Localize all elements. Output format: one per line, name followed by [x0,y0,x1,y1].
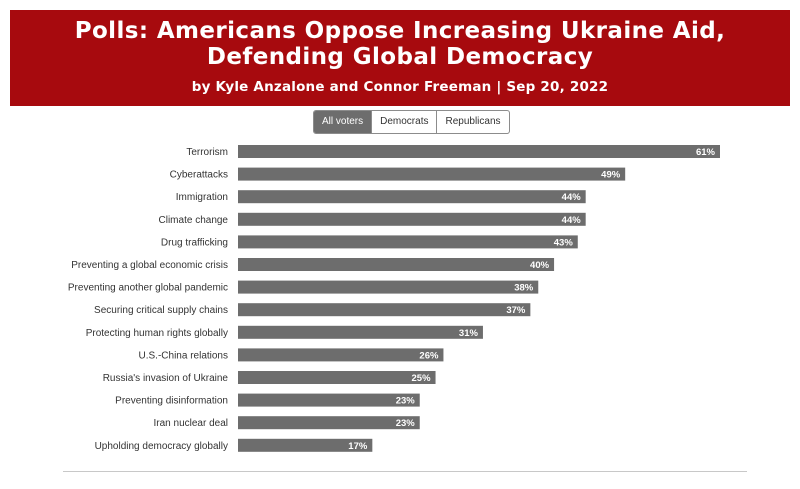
category-label: Immigration [176,192,228,203]
bar [238,258,555,271]
tab-all-voters[interactable]: All voters [314,111,372,133]
value-label: 38% [514,283,534,294]
category-label: Iran nuclear deal [154,418,229,429]
category-label: Terrorism [186,147,228,158]
category-label: Preventing another global pandemic [68,283,228,294]
category-label: Preventing a global economic crisis [71,260,228,271]
category-label: Preventing disinformation [115,396,228,407]
value-label: 44% [562,215,582,226]
bar [238,280,539,294]
category-label: Cyberattacks [170,170,228,181]
voter-group-tabs: All voters Democrats Republicans [313,110,510,134]
category-label: Russia's invasion of Ukraine [103,373,229,384]
bar-chart: Terrorism 61% Cyberattacks 49% Immigration 44… [68,145,720,452]
bar [238,438,373,452]
bar [238,190,586,204]
value-label: 17% [348,441,368,452]
tab-democrats[interactable]: Democrats [371,111,436,133]
bar [238,393,420,407]
bar [238,325,483,339]
bar [238,167,626,181]
category-label: U.S.-China relations [139,350,228,361]
bottom-divider [63,471,747,472]
value-label: 37% [506,305,526,316]
bar [238,371,436,384]
bar [238,303,531,317]
category-label: Upholding democracy globally [95,441,228,452]
value-label: 61% [696,147,716,158]
title-line-1: Polls: Americans Oppose Increasing Ukrai… [74,18,726,44]
tab-republicans[interactable]: Republicans [436,111,508,133]
category-label: Protecting human rights globally [86,328,228,339]
value-label: 23% [396,418,416,429]
chart-header: Polls: Americans Oppose Increasing Ukrai… [10,10,790,106]
value-label: 31% [459,328,479,339]
value-label: 25% [412,373,432,384]
value-label: 40% [530,260,550,271]
category-label: Securing critical supply chains [94,305,228,316]
value-label: 23% [396,396,416,407]
bar [238,416,420,430]
title-line-2: Defending Global Democracy [206,44,594,70]
bar [238,348,444,362]
category-label: Climate change [159,215,229,226]
chart-title: Polls: Americans Oppose Increasing Ukrai… [10,10,790,70]
bar [238,212,586,226]
category-label: Drug trafficking [161,237,228,248]
bar [238,235,578,249]
value-label: 49% [601,170,621,181]
value-label: 43% [554,237,574,248]
value-label: 26% [419,350,439,361]
value-label: 44% [562,192,582,203]
bar [238,145,720,158]
byline: by Kyle Anzalone and Connor Freeman | Se… [191,79,609,95]
